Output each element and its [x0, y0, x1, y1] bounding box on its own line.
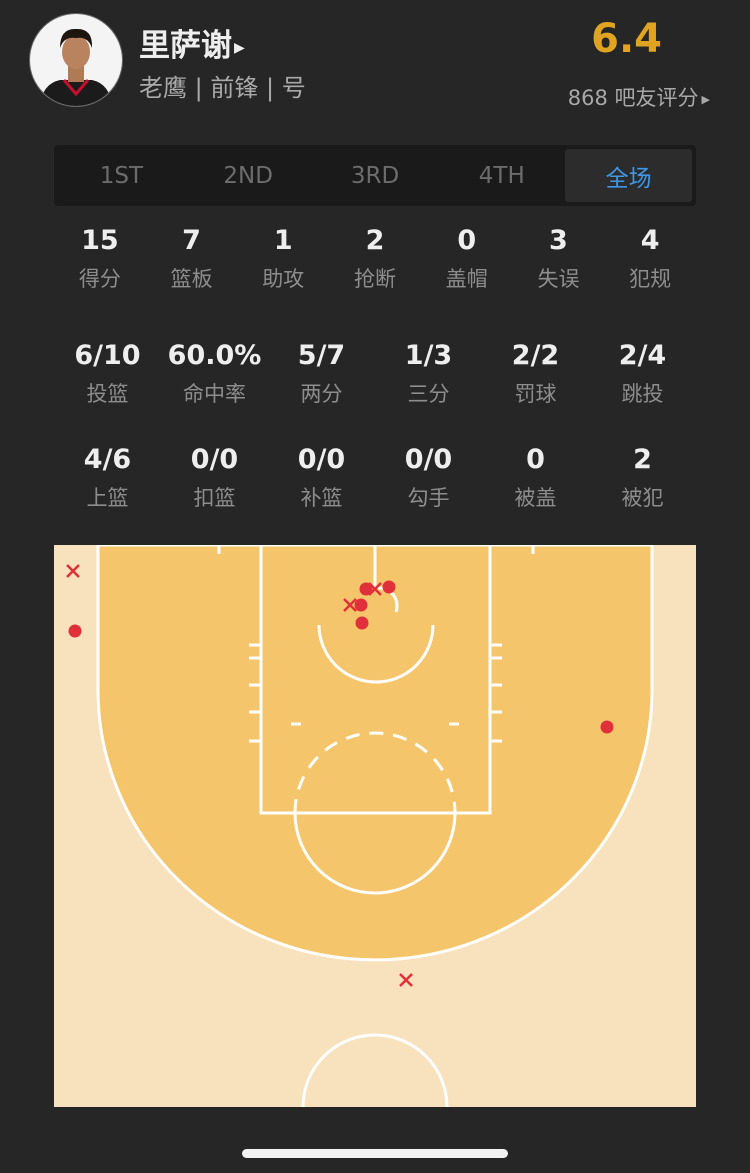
stat-label: 盖帽	[445, 267, 488, 291]
stat-value: 3	[549, 225, 568, 256]
stat-item: 60.0% 命中率	[161, 339, 268, 409]
stat-item: 0 盖帽	[421, 224, 513, 294]
stat-label: 跳投	[621, 382, 664, 406]
stat-label: 得分	[78, 267, 121, 291]
stat-item: 4/6 上篮	[54, 443, 161, 513]
stat-value: 2/2	[511, 340, 560, 371]
free-throw-circle-dashed	[293, 731, 457, 814]
shot-made-marker	[354, 598, 368, 612]
stat-item: 1/3 三分	[375, 339, 482, 409]
stat-value: 1/3	[404, 340, 453, 371]
stat-value: 2	[365, 225, 385, 256]
stat-value: 4/6	[83, 444, 132, 475]
shot-chart	[54, 545, 696, 1107]
stat-label: 勾手	[407, 486, 450, 510]
stat-label: 罚球	[514, 382, 557, 406]
restricted-arc	[317, 624, 435, 684]
stat-item: 6/10 投篮	[54, 339, 161, 409]
stat-value: 0	[457, 225, 477, 256]
lane-hash-marks	[249, 643, 502, 743]
center-circle	[301, 1033, 449, 1107]
shot-made-marker	[68, 624, 82, 638]
stat-item: 1 助攻	[237, 224, 329, 294]
stat-item: 2/2 罚球	[482, 339, 589, 409]
stat-item: 2 被犯	[589, 443, 696, 513]
stat-label: 篮板	[170, 267, 213, 291]
stat-value: 7	[182, 225, 201, 256]
player-rating: 6.4	[591, 16, 662, 62]
stat-value: 4	[640, 225, 660, 256]
tab-2nd[interactable]: 2ND	[223, 162, 273, 189]
stat-label: 抢断	[354, 267, 397, 291]
player-info: 老鹰 | 前锋 | 号	[139, 74, 306, 102]
free-throw-circle	[293, 812, 457, 895]
stat-item: 5/7 两分	[268, 339, 375, 409]
stat-label: 犯规	[629, 267, 672, 291]
shot-made-marker	[359, 582, 373, 596]
stat-item: 0 被盖	[482, 443, 589, 513]
stat-label: 上篮	[86, 486, 129, 510]
triangle-right-icon: ▶	[701, 92, 710, 106]
shot-missed-marker	[368, 582, 382, 596]
home-indicator[interactable]	[242, 1149, 508, 1158]
stat-label: 助攻	[262, 267, 305, 291]
stats-main: 15 得分 7 篮板 1 助攻 2 抢断 0 盖帽 3 失误 4 犯规	[54, 224, 696, 294]
period-tabs: 1ST 2ND 3RD 4TH 全场	[54, 145, 696, 206]
stat-label: 补篮	[300, 486, 343, 510]
player-avatar[interactable]	[29, 13, 123, 107]
stat-label: 被犯	[621, 486, 664, 510]
stat-value: 60.0%	[167, 340, 262, 371]
stat-value: 0/0	[190, 444, 239, 475]
shot-made-marker	[355, 616, 369, 630]
stat-item: 15 得分	[54, 224, 146, 294]
stat-value: 0	[526, 444, 545, 475]
stat-item: 2/4 跳投	[589, 339, 696, 409]
stat-item: 2 抢断	[329, 224, 421, 294]
stat-value: 0/0	[404, 444, 453, 475]
shot-made-marker	[600, 720, 614, 734]
tab-3rd[interactable]: 3RD	[350, 162, 400, 189]
stat-label: 三分	[407, 382, 450, 406]
stat-item: 0/0 补篮	[268, 443, 375, 513]
stat-value: 0/0	[297, 444, 346, 475]
stat-value: 15	[81, 225, 119, 256]
shot-made-marker	[382, 580, 396, 594]
stat-value: 6/10	[74, 340, 141, 371]
stat-item: 4 犯规	[604, 224, 696, 294]
rating-votes-link[interactable]: 868 吧友评分 ▶	[567, 86, 710, 110]
stat-label: 两分	[300, 382, 343, 406]
stat-label: 扣篮	[193, 486, 236, 510]
tab-4th[interactable]: 4TH	[478, 162, 525, 189]
stat-item: 7 篮板	[146, 224, 238, 294]
stat-value: 5/7	[297, 340, 346, 371]
shot-missed-marker	[399, 973, 413, 987]
shot-missed-marker	[343, 598, 357, 612]
stat-item: 0/0 扣篮	[161, 443, 268, 513]
shot-missed-marker	[66, 564, 80, 578]
three-point-area	[96, 545, 654, 962]
stats-shooting: 6/10 投篮 60.0% 命中率 5/7 两分 1/3 三分 2/2 罚球 2/4 跳投	[54, 339, 696, 409]
stat-label: 被盖	[514, 486, 557, 510]
tab-1st[interactable]: 1ST	[99, 162, 144, 189]
stat-label: 投篮	[86, 382, 129, 406]
stat-value: 1	[273, 225, 293, 256]
triangle-right-icon: ▶	[234, 39, 245, 56]
stat-value: 2	[633, 444, 652, 475]
stats-detail: 4/6 上篮 0/0 扣篮 0/0 补篮 0/0 勾手 0 被盖 2 被犯	[54, 443, 696, 513]
stat-label: 命中率	[183, 382, 246, 406]
tab-full-game[interactable]: 全场	[565, 149, 692, 202]
paint	[259, 545, 492, 815]
stat-item: 0/0 勾手	[375, 443, 482, 513]
player-name[interactable]: 里萨谢 ▶	[139, 28, 245, 64]
stat-item: 3 失误	[513, 224, 605, 294]
stat-value: 2/4	[618, 340, 667, 371]
rim	[377, 586, 399, 613]
stat-label: 失误	[537, 267, 580, 291]
